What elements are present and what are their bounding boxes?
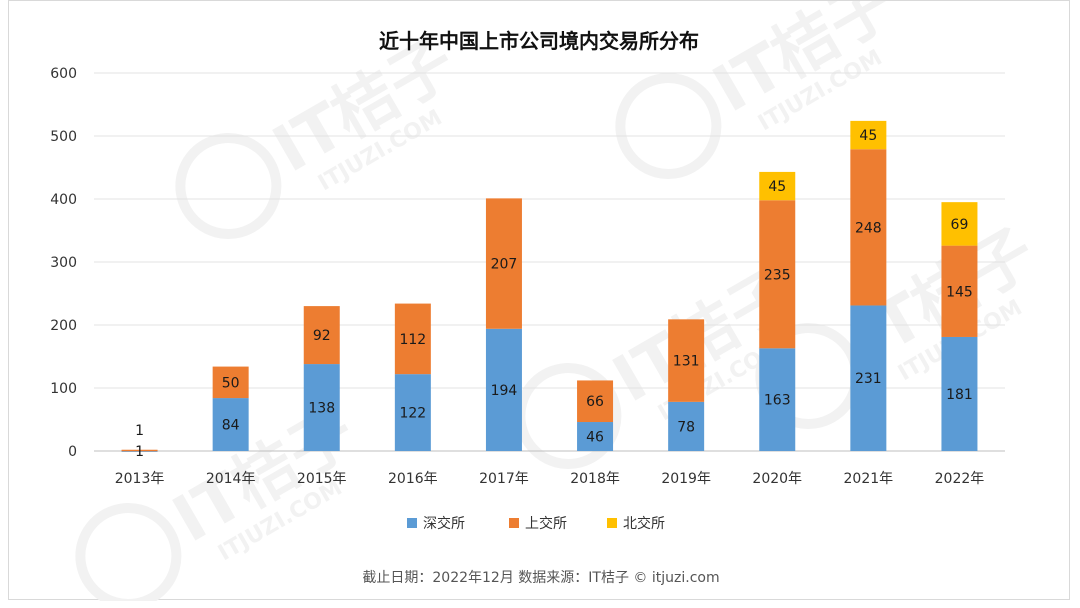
bar-segment xyxy=(303,364,340,451)
bar-segment xyxy=(577,422,614,451)
bar-segment xyxy=(668,401,705,451)
data-label: 92 xyxy=(313,328,331,344)
x-tick-label: 2014年 xyxy=(206,471,256,487)
legend-swatch xyxy=(607,518,617,528)
data-label: 194 xyxy=(491,383,518,399)
data-label: 112 xyxy=(399,332,426,348)
legend-label: 深交所 xyxy=(423,515,465,532)
chart-title: 近十年中国上市公司境内交易所分布 xyxy=(379,29,699,53)
data-label: 1 xyxy=(135,423,144,439)
x-tick-label: 2016年 xyxy=(388,471,438,487)
data-label: 50 xyxy=(222,375,240,391)
bar-segment xyxy=(850,305,887,451)
data-label: 181 xyxy=(946,387,973,403)
bar-segment xyxy=(212,398,249,451)
data-label: 66 xyxy=(586,394,604,410)
y-tick-label: 100 xyxy=(50,381,77,397)
x-tick-label: 2019年 xyxy=(661,471,711,487)
x-axis: 2013年 2014年 2015年 2016年 2017年 2018年 2019年 2020年… xyxy=(115,471,985,487)
x-tick-label: 2021年 xyxy=(844,471,894,487)
bar-segment xyxy=(941,336,978,451)
bar-segment xyxy=(850,149,887,306)
chart-canvas: IT桔子ITJUZI.COMIT桔子ITJUZI.COMIT桔子ITJUZI.C… xyxy=(50,1,1048,601)
x-tick-label: 2020年 xyxy=(752,471,802,487)
data-label: 78 xyxy=(677,419,695,435)
bar-segment xyxy=(121,449,158,452)
data-label: 145 xyxy=(946,284,973,300)
x-tick-label: 2017年 xyxy=(479,471,529,487)
data-label: 45 xyxy=(859,128,877,144)
data-label: 69 xyxy=(951,217,969,233)
x-tick-label: 2022年 xyxy=(935,471,985,487)
footer-source: 截止日期：2022年12月 数据来源：IT桔子 © itjuzi.com xyxy=(362,570,719,586)
watermark-logo-icon xyxy=(175,133,282,239)
bar-segment xyxy=(759,200,796,349)
legend-swatch xyxy=(509,518,519,528)
x-tick-label: 2018年 xyxy=(570,471,620,487)
bar-segment xyxy=(212,366,249,399)
y-tick-label: 300 xyxy=(50,255,77,271)
bar-segment xyxy=(577,380,614,423)
y-tick-label: 600 xyxy=(50,66,77,82)
data-label: 1 xyxy=(135,444,144,460)
y-tick-label: 500 xyxy=(50,129,77,145)
bar-segment xyxy=(759,348,796,451)
legend-label: 上交所 xyxy=(525,515,567,532)
data-label: 231 xyxy=(855,371,882,387)
y-tick-label: 200 xyxy=(50,318,77,334)
bars xyxy=(121,120,978,452)
legend: 深交所 上交所 北交所 xyxy=(407,515,665,532)
bar-segment xyxy=(394,303,431,375)
bar-segment xyxy=(303,306,340,365)
bar-segment xyxy=(941,202,978,246)
watermark-logo-icon xyxy=(75,503,182,601)
y-tick-label: 0 xyxy=(68,444,77,460)
data-label: 138 xyxy=(308,401,335,417)
x-tick-label: 2015年 xyxy=(297,471,347,487)
y-tick-label: 400 xyxy=(50,192,77,208)
bar-segment xyxy=(759,171,796,201)
bar-segment xyxy=(941,245,978,337)
legend-label: 北交所 xyxy=(623,515,665,532)
data-label: 84 xyxy=(222,418,240,434)
data-label: 207 xyxy=(491,257,518,273)
bar-segment xyxy=(850,120,887,150)
data-label: 163 xyxy=(764,393,791,409)
data-label: 45 xyxy=(768,179,786,195)
bar-segment xyxy=(394,374,431,451)
chart-frame: IT桔子 ITJUZI.COM IT桔子 ITJUZI.COM IT桔子 ITJUZI.C… xyxy=(8,0,1070,601)
data-label: 122 xyxy=(399,406,426,422)
watermark-layer: IT桔子ITJUZI.COMIT桔子ITJUZI.COMIT桔子ITJUZI.C… xyxy=(75,1,1048,601)
data-labels: 1 1 84 50 138 92 122 112 194 207 46 66 78 131 163 235 45… xyxy=(135,128,973,460)
data-label: 235 xyxy=(764,267,791,283)
data-label: 131 xyxy=(673,354,700,370)
data-label: 46 xyxy=(586,430,604,446)
data-label: 248 xyxy=(855,220,882,236)
legend-swatch xyxy=(407,518,417,528)
x-tick-label: 2013年 xyxy=(115,471,165,487)
bar-segment xyxy=(485,328,522,451)
watermark-logo-icon xyxy=(615,73,722,179)
bar-segment xyxy=(485,198,522,329)
y-axis: 0 100 200 300 400 500 600 xyxy=(50,66,77,460)
bar-segment xyxy=(668,319,705,402)
